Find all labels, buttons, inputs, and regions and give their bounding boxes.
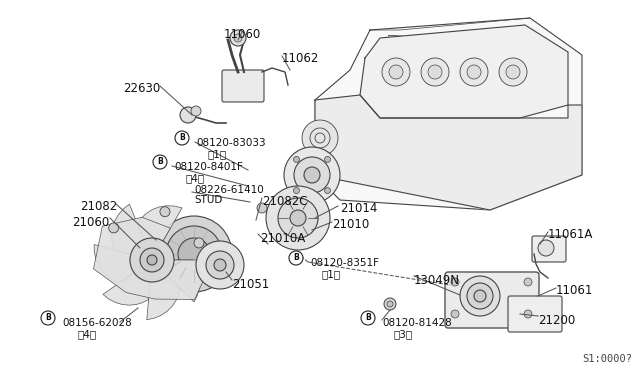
Circle shape	[166, 226, 222, 282]
Circle shape	[130, 238, 174, 282]
Circle shape	[294, 157, 300, 163]
Circle shape	[178, 238, 210, 270]
Circle shape	[387, 301, 393, 307]
Circle shape	[156, 216, 232, 292]
Text: （4）: （4）	[186, 173, 205, 183]
Text: B: B	[157, 157, 163, 167]
Circle shape	[147, 255, 157, 265]
Circle shape	[140, 248, 164, 272]
Text: （1）: （1）	[207, 149, 226, 159]
Text: 21060: 21060	[72, 216, 109, 229]
Circle shape	[284, 147, 340, 203]
FancyBboxPatch shape	[532, 236, 566, 262]
Circle shape	[467, 65, 481, 79]
Circle shape	[506, 65, 520, 79]
Circle shape	[538, 240, 554, 256]
Circle shape	[499, 58, 527, 86]
Circle shape	[153, 155, 167, 169]
Text: 21082C: 21082C	[262, 195, 307, 208]
Circle shape	[451, 278, 459, 286]
Polygon shape	[103, 273, 150, 305]
Text: 22630: 22630	[124, 82, 161, 95]
Polygon shape	[138, 206, 182, 241]
Circle shape	[524, 278, 532, 286]
Circle shape	[467, 283, 493, 309]
Text: （1）: （1）	[322, 269, 341, 279]
Circle shape	[41, 311, 55, 325]
Circle shape	[315, 133, 325, 143]
Circle shape	[428, 65, 442, 79]
Circle shape	[289, 251, 303, 265]
Polygon shape	[93, 217, 213, 299]
Circle shape	[460, 58, 488, 86]
Polygon shape	[168, 260, 200, 302]
Text: 08120-8401F: 08120-8401F	[174, 162, 243, 172]
Circle shape	[524, 310, 532, 318]
Polygon shape	[147, 276, 180, 320]
Text: B: B	[293, 253, 299, 263]
Text: 21082: 21082	[80, 200, 117, 213]
Text: 21014: 21014	[340, 202, 378, 215]
Circle shape	[389, 65, 403, 79]
Text: 08226-61410: 08226-61410	[194, 185, 264, 195]
Text: 11061: 11061	[556, 284, 593, 297]
Text: 08120-8351F: 08120-8351F	[310, 258, 379, 268]
Text: 21051: 21051	[232, 278, 269, 291]
Circle shape	[384, 298, 396, 310]
Circle shape	[109, 223, 118, 233]
Circle shape	[160, 207, 170, 217]
Polygon shape	[94, 244, 134, 283]
Circle shape	[180, 107, 196, 123]
Text: 21010A: 21010A	[260, 232, 305, 245]
Circle shape	[234, 34, 242, 42]
Text: 11060: 11060	[223, 28, 260, 41]
Circle shape	[278, 198, 318, 238]
Circle shape	[196, 241, 244, 289]
Circle shape	[302, 120, 338, 156]
Text: S1:0000?: S1:0000?	[582, 354, 632, 364]
Text: 11062: 11062	[282, 52, 319, 65]
FancyBboxPatch shape	[508, 296, 562, 332]
Circle shape	[194, 238, 204, 248]
Circle shape	[206, 251, 234, 279]
Circle shape	[324, 157, 330, 163]
Text: B: B	[45, 314, 51, 323]
Text: B: B	[365, 314, 371, 323]
Polygon shape	[360, 25, 568, 118]
Circle shape	[294, 157, 330, 193]
Circle shape	[310, 128, 330, 148]
Circle shape	[361, 311, 375, 325]
Circle shape	[266, 186, 330, 250]
Circle shape	[257, 203, 267, 213]
Text: STUD: STUD	[194, 195, 222, 205]
Text: （3）: （3）	[394, 329, 413, 339]
Text: B: B	[179, 134, 185, 142]
Circle shape	[191, 106, 201, 116]
Text: 21200: 21200	[538, 314, 575, 327]
Circle shape	[421, 58, 449, 86]
Circle shape	[214, 259, 226, 271]
Text: 13049N: 13049N	[414, 274, 460, 287]
Text: （4）: （4）	[78, 329, 97, 339]
Circle shape	[175, 131, 189, 145]
Circle shape	[294, 187, 300, 193]
Circle shape	[460, 276, 500, 316]
Text: 11061A: 11061A	[548, 228, 593, 241]
Polygon shape	[111, 204, 144, 254]
Text: 08156-62028: 08156-62028	[62, 318, 132, 328]
Text: 08120-81428: 08120-81428	[382, 318, 452, 328]
Circle shape	[474, 290, 486, 302]
Circle shape	[382, 58, 410, 86]
Circle shape	[304, 167, 320, 183]
Polygon shape	[315, 95, 582, 210]
FancyBboxPatch shape	[222, 70, 264, 102]
Text: 21010: 21010	[332, 218, 369, 231]
Text: 08120-83033: 08120-83033	[196, 138, 266, 148]
Circle shape	[324, 187, 330, 193]
Circle shape	[230, 30, 246, 46]
FancyBboxPatch shape	[445, 272, 539, 328]
Circle shape	[451, 310, 459, 318]
Circle shape	[290, 210, 306, 226]
Polygon shape	[315, 18, 582, 210]
